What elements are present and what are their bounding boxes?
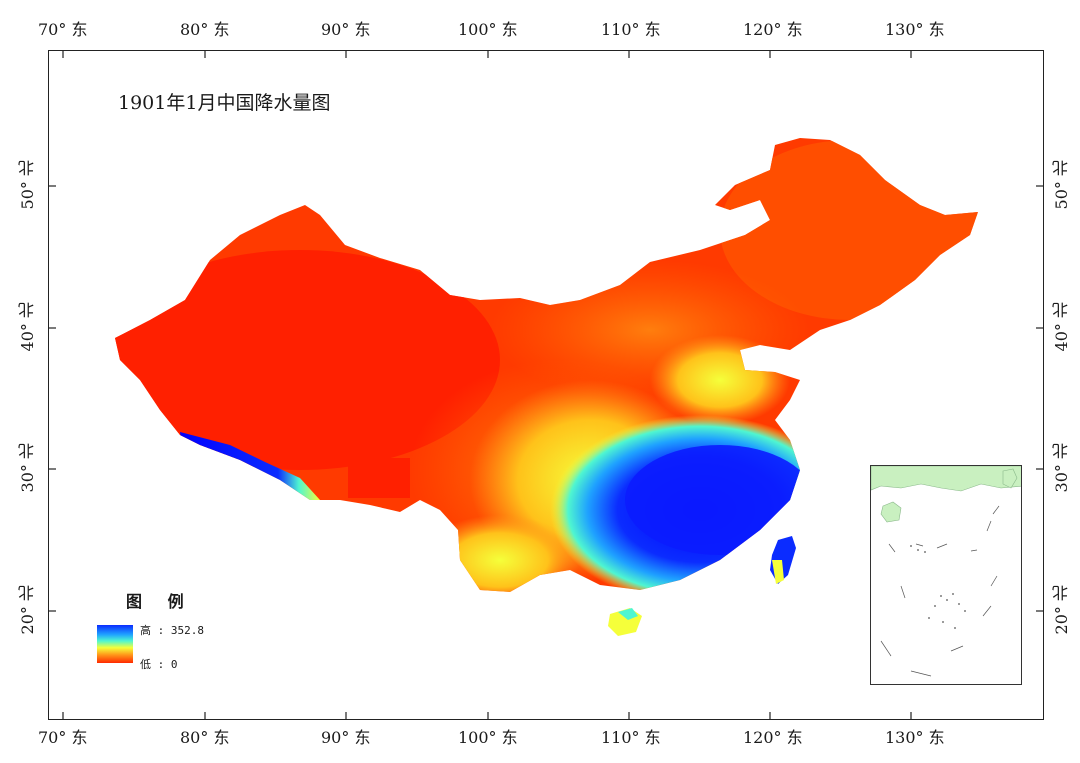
lon-label-top-100: 100° 东 xyxy=(458,20,518,39)
lon-label-top-70: 70° 东 xyxy=(38,20,88,39)
legend-high-label: 高 : 352.8 xyxy=(140,624,204,637)
map-frame xyxy=(48,50,1044,720)
lon-label-bottom-90: 90° 东 xyxy=(321,728,371,747)
lon-label-top-130: 130° 东 xyxy=(885,20,945,39)
lon-label-top-110: 110° 东 xyxy=(601,20,661,39)
legend-title: 图 例 xyxy=(126,592,194,611)
lon-label-bottom-70: 70° 东 xyxy=(38,728,88,747)
lon-label-top-90: 90° 东 xyxy=(321,20,371,39)
lon-label-top-80: 80° 东 xyxy=(180,20,230,39)
lon-label-bottom-130: 130° 东 xyxy=(885,728,945,747)
lon-label-top-120: 120° 东 xyxy=(743,20,803,39)
legend-low-label: 低 : 0 xyxy=(140,658,178,671)
map-title: 1901年1月中国降水量图 xyxy=(118,92,331,114)
lon-label-bottom-120: 120° 东 xyxy=(743,728,803,747)
inset-map xyxy=(871,466,1021,677)
lon-label-bottom-110: 110° 东 xyxy=(601,728,661,747)
south-china-sea-inset xyxy=(870,465,1022,685)
legend-color-ramp xyxy=(97,625,133,663)
lon-label-bottom-80: 80° 东 xyxy=(180,728,230,747)
lon-label-bottom-100: 100° 东 xyxy=(458,728,518,747)
